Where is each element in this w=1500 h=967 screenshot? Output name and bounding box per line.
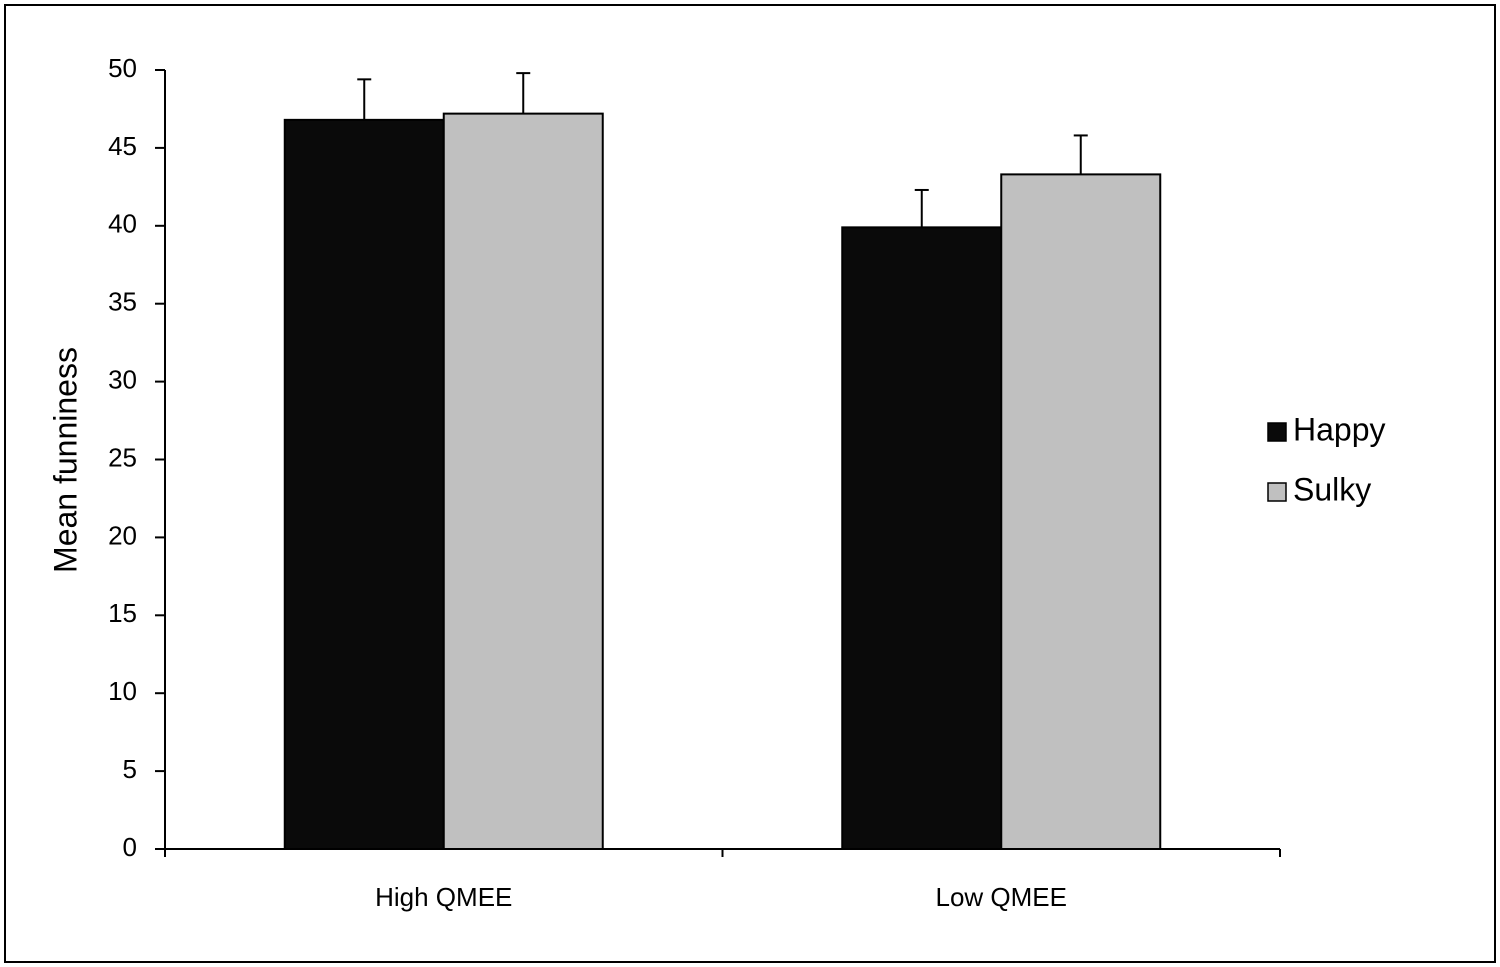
y-tick-label: 5 [123, 754, 137, 784]
y-tick-label: 35 [108, 287, 137, 317]
legend-swatch [1267, 482, 1287, 502]
legend-label: Sulky [1293, 471, 1371, 507]
bar [442, 112, 604, 850]
y-tick-label: 10 [108, 676, 137, 706]
y-tick-label: 45 [108, 131, 137, 161]
y-tick-label: 50 [108, 53, 137, 83]
bar [283, 118, 445, 850]
x-tick-label: High QMEE [375, 882, 512, 912]
y-axis-label: Mean funniness [47, 347, 83, 573]
chart-border [4, 4, 1496, 963]
y-tick-label: 40 [108, 209, 137, 239]
legend-label: Happy [1293, 411, 1386, 447]
y-tick-label: 25 [108, 442, 137, 472]
y-tick-label: 15 [108, 598, 137, 628]
x-tick-label: Low QMEE [936, 882, 1068, 912]
bar [1000, 173, 1162, 851]
legend-swatch [1267, 422, 1287, 442]
y-tick-label: 20 [108, 520, 137, 550]
y-tick-label: 30 [108, 364, 137, 394]
y-tick-label: 0 [123, 832, 137, 862]
bar [841, 226, 1003, 851]
